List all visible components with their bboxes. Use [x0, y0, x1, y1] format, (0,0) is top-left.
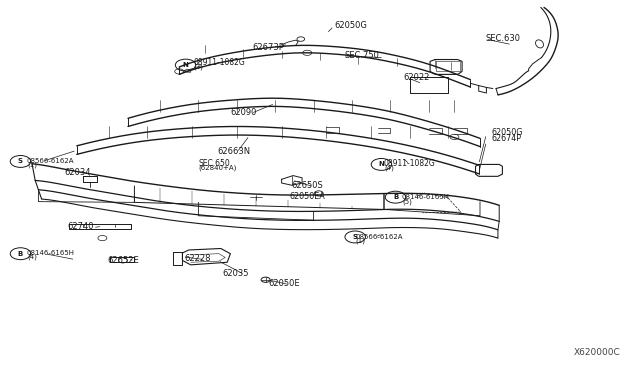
Text: S: S [18, 158, 23, 164]
Text: SEC.630: SEC.630 [485, 34, 520, 43]
Text: B: B [18, 251, 23, 257]
Text: (1): (1) [27, 161, 37, 168]
Text: N: N [182, 62, 189, 68]
Text: 08146-6165H: 08146-6165H [27, 250, 75, 256]
Text: 62050G: 62050G [334, 21, 367, 30]
Text: 62674P: 62674P [492, 134, 522, 143]
Text: S: S [353, 234, 358, 240]
Text: 08566-6162A: 08566-6162A [27, 158, 74, 164]
Text: 62650S: 62650S [291, 182, 323, 190]
Text: 62050G: 62050G [492, 128, 523, 137]
Text: (4): (4) [27, 254, 36, 260]
Text: 62663N: 62663N [218, 147, 251, 156]
Text: 08911-1082G: 08911-1082G [193, 58, 245, 67]
Text: (1): (1) [355, 237, 365, 244]
Text: (2): (2) [193, 64, 203, 70]
Text: N: N [378, 161, 385, 167]
Text: SEC.750: SEC.750 [344, 51, 379, 60]
Text: 62050EA: 62050EA [289, 192, 325, 201]
Text: (62840+A): (62840+A) [198, 165, 237, 171]
Text: 62050E: 62050E [269, 279, 300, 288]
Text: 62228: 62228 [184, 254, 211, 263]
Text: B: B [393, 194, 398, 200]
Text: 62652E: 62652E [108, 256, 140, 265]
Text: (5): (5) [402, 198, 412, 205]
Text: 62740: 62740 [67, 222, 93, 231]
Text: 62034: 62034 [64, 168, 90, 177]
Text: SEC.650: SEC.650 [198, 159, 230, 168]
Text: 08146-6165H: 08146-6165H [402, 194, 450, 200]
Text: 08566-6162A: 08566-6162A [355, 234, 403, 240]
Text: 62022: 62022 [403, 73, 429, 82]
Text: 08911-1082G: 08911-1082G [384, 159, 436, 168]
Text: 62673P: 62673P [253, 43, 285, 52]
Text: (4): (4) [384, 165, 394, 171]
Text: 62035: 62035 [223, 269, 249, 278]
Text: 62090: 62090 [230, 108, 257, 117]
Text: X620000C: X620000C [574, 348, 621, 357]
